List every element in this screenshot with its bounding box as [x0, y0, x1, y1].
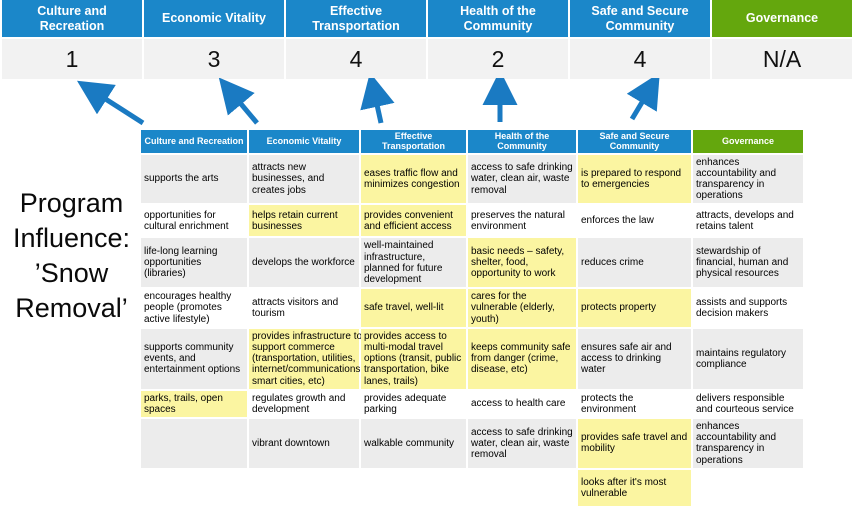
matrix-cell: well-maintained infrastructure, planned … — [361, 238, 466, 288]
matrix-cell: delivers responsible and courteous servi… — [693, 390, 803, 418]
banner-column: Health of the Community 2 — [428, 0, 568, 79]
matrix-row: encourages healthy people (promotes acti… — [141, 289, 803, 327]
matrix-row: life-long learning opportunities (librar… — [141, 238, 803, 288]
matrix-header-cell: Health of the Community — [468, 130, 576, 153]
matrix-cell: provides safe travel and mobility — [578, 419, 691, 468]
matrix-cell: keeps community safe from danger (crime,… — [468, 328, 576, 389]
program-influence-title: Program Influence: ’Snow Removal’ — [12, 188, 131, 324]
matrix-row: supports the arts attracts new businesses… — [141, 154, 803, 204]
mapping-arrow-culture — [76, 80, 145, 126]
banner-column: Effective Transportation 4 — [286, 0, 426, 79]
banner-header: Economic Vitality — [144, 0, 284, 37]
matrix-body: supports the arts attracts new businesses… — [141, 154, 803, 506]
matrix-cell: attracts new businesses, and creates job… — [249, 154, 359, 204]
matrix-cell: ensures safe air and access to drinking … — [578, 328, 691, 389]
matrix-row: opportunities for cultural enrichment hel… — [141, 205, 803, 237]
banner-header: Health of the Community — [428, 0, 568, 37]
matrix-cell: cares for the vulnerable (elderly, youth… — [468, 289, 576, 327]
matrix-cell: encourages healthy people (promotes acti… — [141, 289, 247, 327]
banner-score: N/A — [712, 39, 852, 79]
banner-score: 3 — [144, 39, 284, 79]
matrix-cell: preserves the natural environment — [468, 205, 576, 237]
matrix-cell: safe travel, well-lit — [361, 289, 466, 327]
matrix-cell — [468, 469, 576, 506]
banner-header: Effective Transportation — [286, 0, 426, 37]
matrix-cell: stewardship of financial, human and phys… — [693, 238, 803, 288]
matrix-header-cell: Economic Vitality — [249, 130, 359, 153]
matrix-cell: provides access to multi-modal travel op… — [361, 328, 466, 389]
matrix-cell: enforces the law — [578, 205, 691, 237]
matrix-cell: reduces crime — [578, 238, 691, 288]
matrix-cell: protects the environment — [578, 390, 691, 418]
priority-banner: Culture and Recreation 1 Economic Vitality… — [2, 0, 852, 79]
mapping-arrow-economic — [218, 78, 259, 125]
banner-column: Economic Vitality 3 — [144, 0, 284, 79]
matrix-cell: basic needs – safety, shelter, food, opp… — [468, 238, 576, 288]
priority-matrix: Culture and Recreation Economic Vitality E… — [141, 130, 803, 508]
matrix-cell: supports community events, and entertain… — [141, 328, 247, 389]
matrix-cell: life-long learning opportunities (librar… — [141, 238, 247, 288]
matrix-cell: enhances accountability and transparency… — [693, 154, 803, 204]
matrix-cell: is prepared to respond to emergencies — [578, 154, 691, 204]
banner-column: Safe and Secure Community 4 — [570, 0, 710, 79]
matrix-header-cell: Culture and Recreation — [141, 130, 247, 153]
matrix-cell — [141, 419, 247, 468]
matrix-cell: attracts, develops and retains talent — [693, 205, 803, 237]
banner-header: Safe and Secure Community — [570, 0, 710, 37]
matrix-cell: access to safe drinking water, clean air… — [468, 419, 576, 468]
matrix-cell — [693, 469, 803, 506]
matrix-cell: vibrant downtown — [249, 419, 359, 468]
banner-header: Governance — [712, 0, 852, 37]
banner-score: 2 — [428, 39, 568, 79]
banner-header: Culture and Recreation — [2, 0, 142, 37]
matrix-cell: provides infrastructure to support comme… — [249, 328, 363, 389]
matrix-cell: develops the workforce — [249, 238, 359, 288]
matrix-cell: maintains regulatory compliance — [693, 328, 803, 389]
banner-score: 4 — [570, 39, 710, 79]
matrix-cell: assists and supports decision makers — [693, 289, 803, 327]
matrix-cell: access to health care — [468, 390, 576, 418]
matrix-header-cell: Effective Transportation — [361, 130, 466, 153]
matrix-cell: supports the arts — [141, 154, 247, 204]
matrix-cell: access to safe drinking water, clean air… — [468, 154, 576, 204]
banner-score: 4 — [286, 39, 426, 79]
matrix-cell: provides convenient and efficient access — [361, 205, 466, 237]
banner-column: Governance N/A — [712, 0, 852, 79]
matrix-row: supports community events, and entertain… — [141, 328, 803, 389]
mapping-arrow-safety — [626, 78, 660, 121]
matrix-cell — [249, 469, 359, 506]
banner-column: Culture and Recreation 1 — [2, 0, 142, 79]
matrix-cell: attracts visitors and tourism — [249, 289, 359, 327]
matrix-header-row: Culture and Recreation Economic Vitality E… — [141, 130, 803, 153]
matrix-row: vibrant downtown walkable community access… — [141, 419, 803, 468]
matrix-header-cell: Safe and Secure Community — [578, 130, 691, 153]
matrix-cell: enhances accountability and transparency… — [693, 419, 803, 468]
matrix-cell: walkable community — [361, 419, 466, 468]
mapping-arrow-transportation — [360, 78, 395, 124]
matrix-row: parks, trails, open spaces regulates grow… — [141, 390, 803, 418]
matrix-cell: looks after it's most vulnerable — [578, 469, 691, 506]
matrix-cell: parks, trails, open spaces — [141, 390, 247, 418]
matrix-cell: regulates growth and development — [249, 390, 359, 418]
matrix-header-cell: Governance — [693, 130, 803, 153]
matrix-cell: provides adequate parking — [361, 390, 466, 418]
matrix-cell: opportunities for cultural enrichment — [141, 205, 247, 237]
mapping-arrows — [76, 78, 660, 126]
matrix-cell: protects property — [578, 289, 691, 327]
matrix-cell — [361, 469, 466, 506]
matrix-cell: helps retain current businesses — [249, 205, 359, 237]
matrix-cell: eases traffic flow and minimizes congest… — [361, 154, 466, 204]
matrix-cell — [141, 469, 247, 506]
banner-score: 1 — [2, 39, 142, 79]
matrix-row: looks after it's most vulnerable — [141, 469, 803, 506]
